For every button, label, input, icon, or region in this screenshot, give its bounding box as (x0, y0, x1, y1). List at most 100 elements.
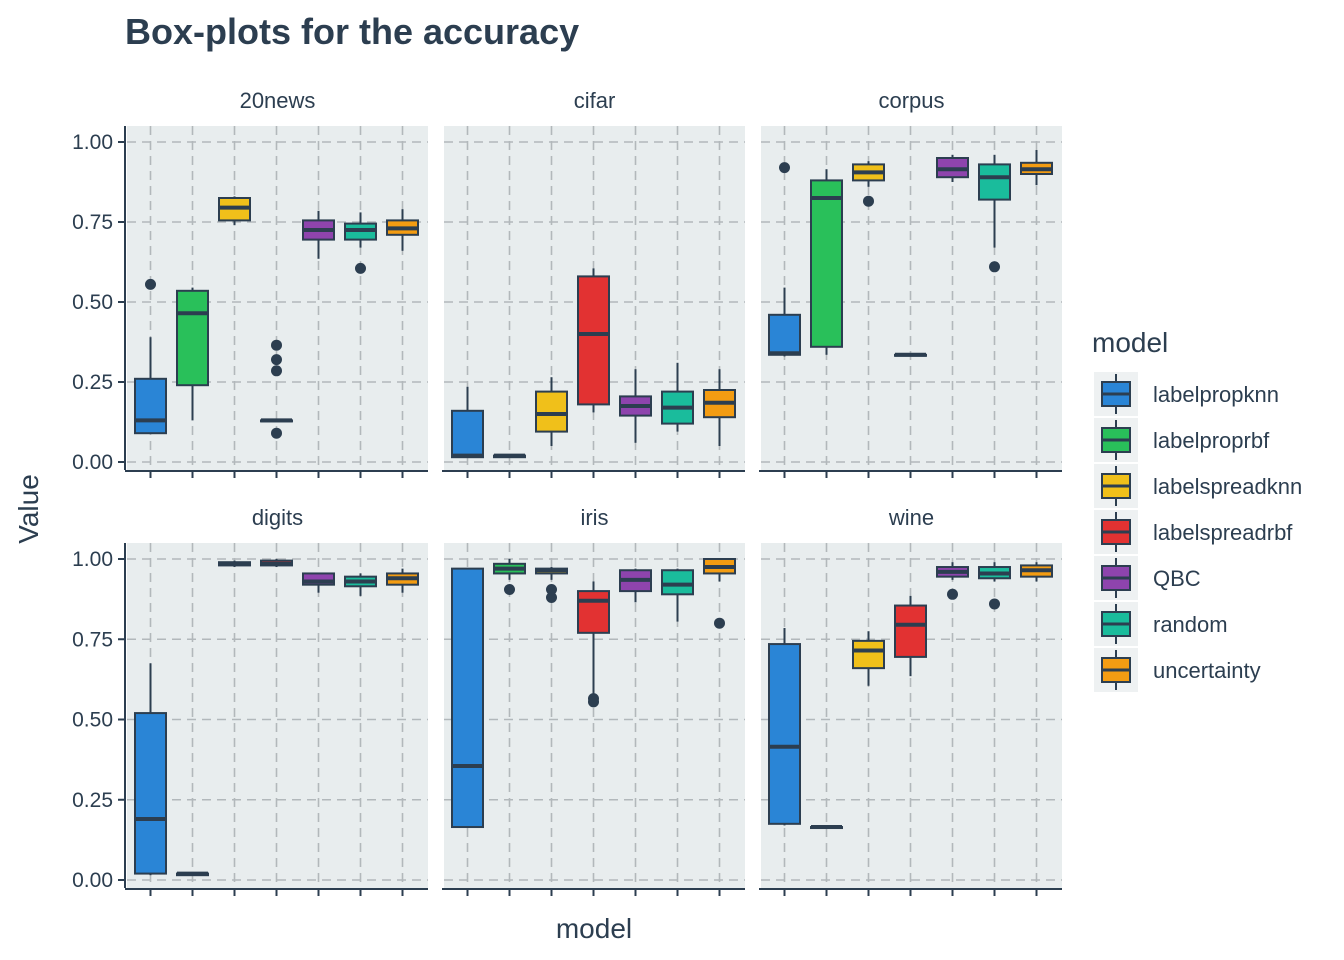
box-corpus-uncertainty (1020, 150, 1053, 186)
panel-background (761, 126, 1062, 470)
facet-panel-corpus: corpus (761, 88, 1062, 470)
outlier-point (588, 693, 599, 705)
box-corpus-labelspreadrbf (894, 352, 927, 357)
box-20news-QBC (302, 210, 335, 259)
facet-panel-cifar: cifar (444, 88, 745, 470)
outlier-point (546, 583, 557, 595)
legend-entry-uncertainty: uncertainty (1094, 648, 1261, 692)
x-axis-iris (442, 888, 745, 896)
box-20news-labelspreadrbf (260, 339, 293, 439)
box-body (134, 712, 167, 875)
facet-panel-20news: 20news (127, 88, 428, 470)
box-cifar-labelspreadknn (535, 377, 568, 446)
box-cifar-uncertainty (703, 369, 736, 446)
legend-entry-random: random (1094, 602, 1228, 646)
box-wine-QBC (936, 562, 969, 600)
legend-label: random (1153, 612, 1228, 637)
y-tick-label: 1.00 (72, 131, 113, 154)
facet-label: wine (888, 505, 934, 530)
x-axes (125, 470, 1062, 896)
box-body (176, 289, 209, 387)
legend-label: uncertainty (1153, 658, 1261, 683)
outlier-point (271, 427, 282, 439)
box-iris-labelpropknn (451, 567, 484, 829)
box-body (451, 409, 484, 459)
legend-entry-labelspreadknn: labelspreadknn (1094, 464, 1302, 508)
y-axes: 0.00 0.25 0.50 0.75 1.00 0.00 0.25 0.50 0.75 1.00 (72, 126, 126, 892)
y-tick-label: 0.00 (72, 451, 113, 474)
box-wine-labelspreadrbf (894, 595, 927, 677)
legend: model labelpropknn labelproprbf labelsprea… (1092, 327, 1302, 692)
legend-entry-QBC: QBC (1094, 556, 1201, 600)
box-body (894, 604, 927, 658)
x-axis-label: model (556, 913, 632, 944)
y-tick-label: 0.00 (72, 869, 113, 892)
facet-panel-digits: digits (127, 505, 428, 888)
box-body (768, 313, 801, 356)
box-wine-uncertainty (1020, 562, 1053, 582)
box-20news-random (344, 212, 377, 274)
box-wine-labelpropknn (768, 628, 801, 826)
facet-label: cifar (574, 88, 616, 113)
box-body (577, 590, 610, 634)
facet-label: digits (252, 505, 303, 530)
box-cifar-labelpropknn (451, 386, 484, 459)
x-axis-digits (125, 888, 428, 896)
facet-label: corpus (878, 88, 944, 113)
box-body (852, 639, 885, 670)
outlier-point (355, 262, 366, 274)
box-corpus-labelpropknn (768, 162, 801, 357)
x-axis-corpus (759, 470, 1062, 478)
y-tick-label: 0.75 (72, 628, 113, 651)
box-body (577, 275, 610, 406)
facet-label: iris (580, 505, 608, 530)
box-digits-labelproprbf (176, 871, 209, 877)
x-axis-wine (759, 888, 1062, 896)
y-tick-label: 0.50 (72, 291, 113, 314)
box-body (451, 567, 484, 829)
y-tick-label: 0.25 (72, 371, 113, 394)
facet-label: 20news (240, 88, 316, 113)
box-body (134, 377, 167, 435)
box-20news-uncertainty (386, 209, 419, 251)
box-digits-labelspreadknn (218, 560, 251, 568)
box-body (768, 643, 801, 825)
outlier-point (714, 617, 725, 629)
box-body (978, 163, 1011, 201)
facet-panels: 20news cifar corpus digits iris wine (127, 88, 1062, 888)
box-corpus-random (978, 154, 1011, 273)
box-body (302, 572, 335, 586)
outlier-point (947, 588, 958, 600)
box-20news-labelproprbf (176, 287, 209, 421)
box-20news-labelpropknn (134, 278, 167, 435)
legend-entry-labelproprbf: labelproprbf (1094, 418, 1270, 462)
y-tick-label: 0.25 (72, 789, 113, 812)
outlier-point (271, 354, 282, 366)
panel-background (127, 543, 428, 888)
outlier-point (989, 261, 1000, 273)
facet-panel-iris: iris (444, 505, 745, 888)
box-digits-labelspreadrbf (260, 559, 293, 568)
outlier-point (145, 278, 156, 290)
box-iris-random (661, 568, 694, 622)
box-corpus-QBC (936, 154, 969, 182)
box-body (810, 179, 843, 348)
box-corpus-labelspreadknn (852, 161, 885, 207)
x-axis-20news (125, 470, 428, 478)
outlier-point (504, 583, 515, 595)
box-body (661, 569, 694, 596)
box-cifar-random (661, 362, 694, 432)
y-tick-label: 1.00 (72, 548, 113, 571)
chart-title: Box-plots for the accuracy (125, 11, 579, 52)
box-digits-labelpropknn (134, 663, 167, 876)
box-cifar-labelspreadrbf (577, 268, 610, 413)
box-iris-labelspreadknn (535, 567, 568, 604)
x-axis-cifar (442, 470, 745, 478)
box-iris-labelspreadrbf (577, 581, 610, 708)
outlier-point (271, 365, 282, 377)
box-iris-labelproprbf (493, 559, 526, 595)
y-axis-digits: 0.00 0.25 0.50 0.75 1.00 (72, 543, 126, 892)
box-wine-random (978, 562, 1011, 610)
legend-entry-labelpropknn: labelpropknn (1094, 372, 1279, 416)
